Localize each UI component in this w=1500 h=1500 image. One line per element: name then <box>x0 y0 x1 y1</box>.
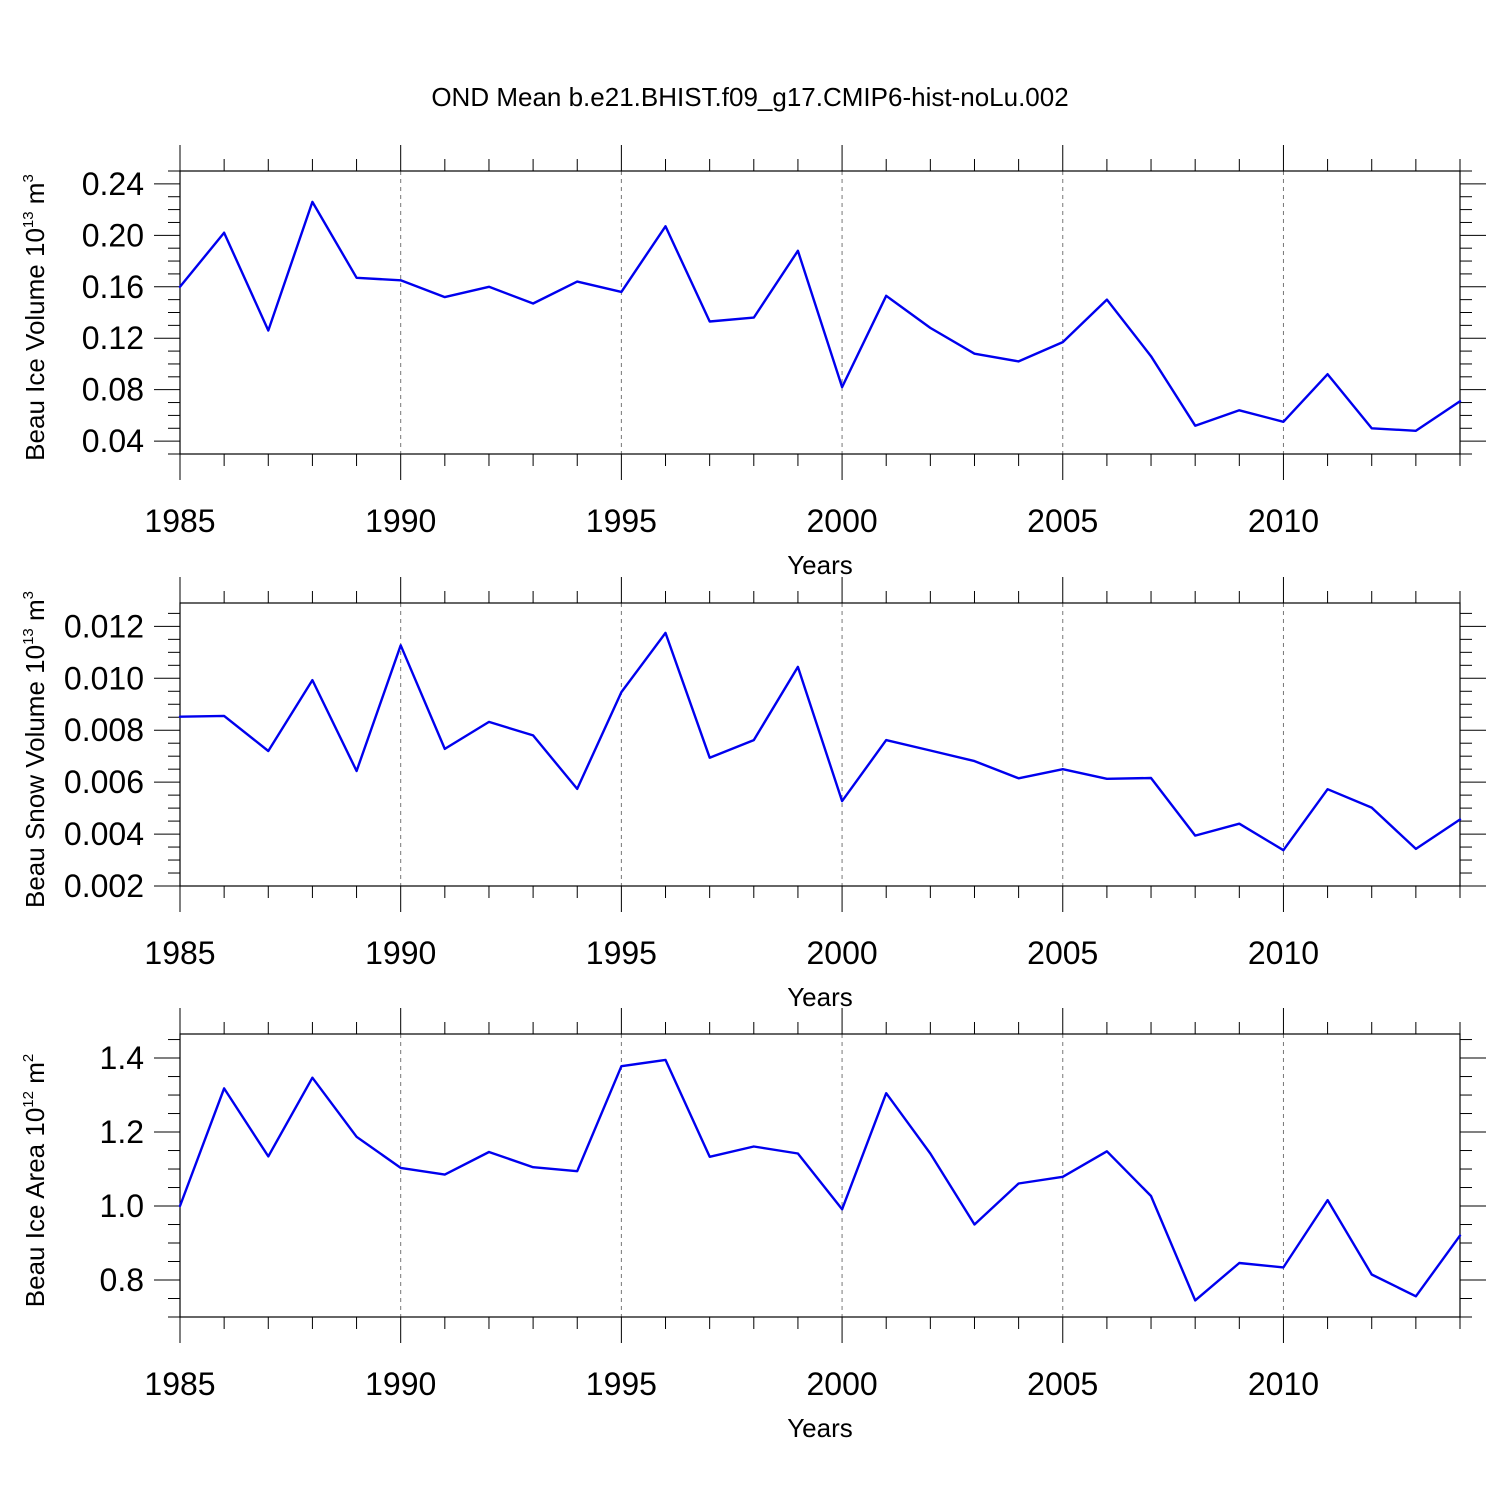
x-tick-label: 1985 <box>144 935 215 971</box>
plot-frame <box>179 170 1461 455</box>
y-tick-label: 0.04 <box>82 423 144 459</box>
x-tick-label: 1990 <box>365 1366 436 1402</box>
x-tick-label: 2000 <box>806 1366 877 1402</box>
x-axis-label: Years <box>787 1413 853 1443</box>
y-tick-label: 0.010 <box>64 660 144 696</box>
panel-ice-area: 0.8 1.0 1.2 1.4 1985 1990 1995 2000 2005 2010 Year… <box>20 1008 1486 1443</box>
y-tick-label: 0.012 <box>64 608 144 644</box>
panel-ice-volume: 0.04 0.08 0.12 0.16 0.20 0.24 1985 1990 1995 2000… <box>20 145 1486 580</box>
x-tick-label: 1995 <box>586 935 657 971</box>
y-tick-label: 0.12 <box>82 320 144 356</box>
y-tick-label: 0.20 <box>82 217 144 253</box>
x-tick-label: 2005 <box>1027 935 1098 971</box>
x-tick-label: 1985 <box>144 1366 215 1402</box>
x-tick-label: 1990 <box>365 935 436 971</box>
x-tick-label: 1990 <box>365 503 436 539</box>
y-tick-label: 1.2 <box>100 1114 144 1150</box>
y-tick-label: 0.8 <box>100 1262 144 1298</box>
x-tick-label: 1995 <box>586 1366 657 1402</box>
y-tick-label: 0.24 <box>82 166 144 202</box>
x-axis-label: Years <box>787 982 853 1012</box>
y-tick-label: 0.008 <box>64 712 144 748</box>
chart-panels: 0.04 0.08 0.12 0.16 0.20 0.24 1985 1990 1995 2000… <box>20 145 1486 1443</box>
y-tick-label: 0.002 <box>64 868 144 904</box>
series-line-ice-area <box>178 1058 1462 1302</box>
x-axis-label: Years <box>787 550 853 580</box>
y-tick-label: 0.16 <box>82 269 144 305</box>
y-tick-label: 1.4 <box>100 1040 144 1076</box>
x-tick-label: 2010 <box>1248 1366 1319 1402</box>
plot-frame <box>179 1033 1461 1318</box>
x-tick-label: 1995 <box>586 503 657 539</box>
series-line-ice-volume <box>178 200 1462 432</box>
y-axis-label: Beau Ice Volume 1013 m3 <box>20 174 50 461</box>
series-line-snow-volume <box>178 631 1462 852</box>
y-tick-label: 0.004 <box>64 816 144 852</box>
y-tick-label: 0.08 <box>82 372 144 408</box>
x-tick-label: 2005 <box>1027 1366 1098 1402</box>
y-axis-label: Beau Snow Volume 1013 m3 <box>20 591 50 908</box>
y-axis-label: Beau Ice Area 1012 m2 <box>20 1054 50 1307</box>
chart-title: OND Mean b.e21.BHIST.f09_g17.CMIP6-hist-… <box>431 82 1068 112</box>
panel-snow-volume: 0.002 0.004 0.006 0.008 0.010 0.012 1985 1990 19… <box>20 577 1486 1012</box>
plot-frame <box>179 602 1461 887</box>
x-tick-label: 2000 <box>806 935 877 971</box>
y-tick-label: 0.006 <box>64 764 144 800</box>
x-tick-label: 2010 <box>1248 935 1319 971</box>
x-tick-label: 2000 <box>806 503 877 539</box>
x-tick-label: 1985 <box>144 503 215 539</box>
x-tick-label: 2010 <box>1248 503 1319 539</box>
y-tick-label: 1.0 <box>100 1188 144 1224</box>
x-tick-label: 2005 <box>1027 503 1098 539</box>
